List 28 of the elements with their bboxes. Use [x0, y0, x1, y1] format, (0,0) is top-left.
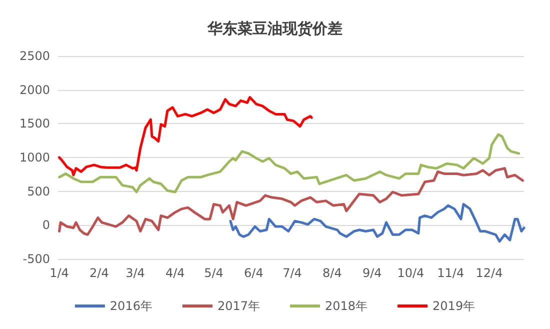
line-series: [58, 96, 313, 176]
y-tick-label: 1000: [19, 150, 50, 164]
y-tick-label: 500: [27, 184, 50, 198]
y-tick-label: 2000: [19, 82, 50, 97]
line-series: [58, 167, 524, 236]
y-tick-label: 2500: [19, 49, 50, 63]
chart-title: 华东菜豆油现货价差: [206, 20, 342, 38]
line-series: [58, 133, 520, 194]
x-tick-label: 9/4: [362, 266, 382, 280]
x-tick-label: 12/4: [476, 266, 503, 280]
x-tick-label: 1/4: [50, 266, 69, 280]
x-tick-label: 3/4: [126, 266, 145, 280]
y-tick-label: 0: [42, 218, 50, 232]
y-tick-label: 1500: [19, 116, 50, 131]
legend-label: 2017年: [217, 299, 260, 313]
x-tick-label: 8/4: [322, 266, 342, 280]
line-series: [229, 202, 526, 243]
legend-label: 2019年: [432, 299, 476, 313]
x-tick-label: 7/4: [282, 266, 302, 280]
legend-label: 2018年: [325, 299, 368, 313]
x-tick-label: 10/4: [397, 266, 424, 280]
x-tick-label: 6/4: [244, 266, 264, 280]
x-tick-label: 4/4: [165, 266, 185, 280]
x-tick-label: 2/4: [90, 266, 109, 280]
y-tick-label: -500: [22, 252, 50, 266]
legend-label: 2016年: [110, 299, 152, 313]
x-tick-label: 11/4: [437, 266, 464, 280]
x-tick-label: 5/4: [204, 266, 224, 280]
